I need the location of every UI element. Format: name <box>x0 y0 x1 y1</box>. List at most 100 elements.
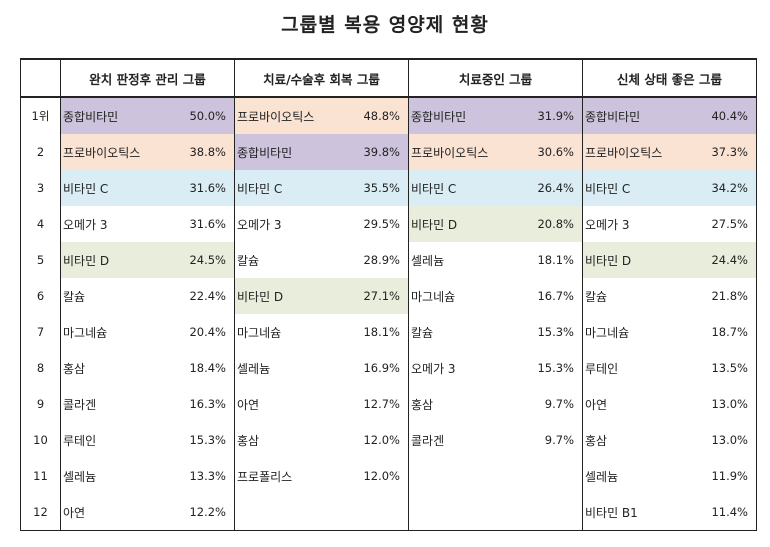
supplement-percent: 48.8% <box>363 109 400 123</box>
rank-cell: 4 <box>20 206 61 242</box>
table-body: 1위 종합비타민 50.0% 프로바이오틱스 48.8% 종합비타민 31.9% 종합비타민 4… <box>20 97 757 531</box>
supplement-percent: 35.5% <box>363 181 400 195</box>
supplement-cell: 비타민 D 27.1% <box>234 278 409 314</box>
table-row: 10 루테인 15.3% 홍삼 12.0% 콜라겐 9.7% 홍삼 13.0% <box>20 422 757 458</box>
supplement-cell: 비타민 B1 11.4% <box>582 494 757 531</box>
supplement-percent: 31.6% <box>189 217 226 231</box>
supplement-name: 칼슘 <box>63 289 86 304</box>
group-header: 치료/수술후 회복 그룹 <box>234 58 409 98</box>
table-row: 8 홍삼 18.4% 셀레늄 16.9% 오메가 3 15.3% 루테인 13.5% <box>20 350 757 386</box>
supplement-cell: 비타민 C 31.6% <box>60 170 235 206</box>
supplement-percent: 24.4% <box>711 253 748 267</box>
supplement-percent: 34.2% <box>711 181 748 195</box>
supplement-name: 셀레늄 <box>63 469 97 484</box>
rank-cell: 9 <box>20 386 61 422</box>
supplement-name: 비타민 B1 <box>585 505 638 520</box>
rank-header <box>20 58 61 98</box>
supplement-name: 홍삼 <box>585 433 608 448</box>
table-row: 7 마그네슘 20.4% 마그네슘 18.1% 칼슘 15.3% 마그네슘 18.7% <box>20 314 757 350</box>
supplement-name: 종합비타민 <box>585 109 641 124</box>
supplement-name: 종합비타민 <box>411 109 467 124</box>
supplement-cell: 콜라겐 16.3% <box>60 386 235 422</box>
group-header: 신체 상태 좋은 그룹 <box>582 58 757 98</box>
table-row: 1위 종합비타민 50.0% 프로바이오틱스 48.8% 종합비타민 31.9% 종합비타민 4… <box>20 97 757 134</box>
supplement-cell: 셀레늄 13.3% <box>60 458 235 494</box>
supplement-percent: 13.0% <box>711 433 748 447</box>
supplement-cell: 종합비타민 50.0% <box>60 97 235 134</box>
supplement-cell: 종합비타민 31.9% <box>408 97 583 134</box>
supplement-percent: 31.6% <box>189 181 226 195</box>
supplement-name: 프로바이오틱스 <box>237 109 315 124</box>
supplement-percent: 27.1% <box>363 289 400 303</box>
supplement-percent: 30.6% <box>537 145 574 159</box>
supplement-name: 종합비타민 <box>63 109 119 124</box>
supplement-name: 콜라겐 <box>411 433 445 448</box>
supplement-percent: 13.5% <box>711 361 748 375</box>
supplement-name: 셀레늄 <box>411 253 445 268</box>
supplement-name: 프로바이오틱스 <box>411 145 489 160</box>
supplement-cell: 칼슘 21.8% <box>582 278 757 314</box>
table-row: 11 셀레늄 13.3% 프로폴리스 12.0% 셀레늄 11.9% <box>20 458 757 494</box>
supplement-percent: 37.3% <box>711 145 748 159</box>
supplement-percent: 20.4% <box>189 325 226 339</box>
rank-cell: 8 <box>20 350 61 386</box>
supplement-percent: 16.3% <box>189 397 226 411</box>
supplement-cell: 오메가 3 27.5% <box>582 206 757 242</box>
supplement-percent: 12.2% <box>189 505 226 519</box>
supplement-name: 비타민 D <box>411 217 458 232</box>
supplement-cell: 프로바이오틱스 37.3% <box>582 134 757 170</box>
supplement-percent: 18.7% <box>711 325 748 339</box>
supplement-cell: 비타민 D 24.4% <box>582 242 757 278</box>
supplement-percent: 21.8% <box>711 289 748 303</box>
supplement-name: 오메가 3 <box>411 361 456 376</box>
supplement-percent: 26.4% <box>537 181 574 195</box>
supplement-name: 홍삼 <box>411 397 434 412</box>
supplement-cell: 셀레늄 11.9% <box>582 458 757 494</box>
supplement-cell <box>234 494 409 531</box>
supplement-cell: 루테인 15.3% <box>60 422 235 458</box>
supplement-name: 비타민 C <box>585 181 631 196</box>
supplement-cell: 오메가 3 29.5% <box>234 206 409 242</box>
supplement-name: 마그네슘 <box>63 325 108 340</box>
supplement-percent: 15.3% <box>537 361 574 375</box>
supplement-name: 아연 <box>585 397 608 412</box>
supplement-cell: 칼슘 22.4% <box>60 278 235 314</box>
supplement-cell: 셀레늄 16.9% <box>234 350 409 386</box>
supplement-cell: 셀레늄 18.1% <box>408 242 583 278</box>
supplement-cell: 비타민 C 35.5% <box>234 170 409 206</box>
supplement-percent: 12.7% <box>363 397 400 411</box>
supplement-cell: 홍삼 12.0% <box>234 422 409 458</box>
supplement-name: 콜라겐 <box>63 397 97 412</box>
table-header-row: 완치 판정후 관리 그룹 치료/수술후 회복 그룹 치료중인 그룹 신체 상태 … <box>20 58 757 98</box>
supplement-percent: 12.0% <box>363 433 400 447</box>
table-row: 3 비타민 C 31.6% 비타민 C 35.5% 비타민 C 26.4% 비타민 C 34.2… <box>20 170 757 206</box>
supplement-percent: 28.9% <box>363 253 400 267</box>
supplement-table: 완치 판정후 관리 그룹 치료/수술후 회복 그룹 치료중인 그룹 신체 상태 … <box>20 58 757 531</box>
group-header: 완치 판정후 관리 그룹 <box>60 58 235 98</box>
rank-cell: 7 <box>20 314 61 350</box>
supplement-cell: 오메가 3 31.6% <box>60 206 235 242</box>
supplement-cell: 오메가 3 15.3% <box>408 350 583 386</box>
supplement-name: 홍삼 <box>237 433 260 448</box>
supplement-cell: 아연 12.7% <box>234 386 409 422</box>
rank-cell: 3 <box>20 170 61 206</box>
supplement-cell: 루테인 13.5% <box>582 350 757 386</box>
rank-cell: 6 <box>20 278 61 314</box>
supplement-name: 비타민 C <box>411 181 457 196</box>
supplement-percent: 11.9% <box>711 469 748 483</box>
supplement-percent: 39.8% <box>363 145 400 159</box>
supplement-percent: 18.1% <box>537 253 574 267</box>
supplement-cell: 홍삼 18.4% <box>60 350 235 386</box>
supplement-name: 오메가 3 <box>63 217 108 232</box>
supplement-name: 홍삼 <box>63 361 86 376</box>
supplement-cell: 마그네슘 20.4% <box>60 314 235 350</box>
table-row: 4 오메가 3 31.6% 오메가 3 29.5% 비타민 D 20.8% 오메가 3 27.5… <box>20 206 757 242</box>
supplement-cell: 아연 13.0% <box>582 386 757 422</box>
supplement-cell: 마그네슘 16.7% <box>408 278 583 314</box>
supplement-cell: 마그네슘 18.1% <box>234 314 409 350</box>
supplement-cell: 칼슘 15.3% <box>408 314 583 350</box>
supplement-cell: 콜라겐 9.7% <box>408 422 583 458</box>
supplement-percent: 40.4% <box>711 109 748 123</box>
table-row: 12 아연 12.2% 비타민 B1 11.4% <box>20 494 757 531</box>
supplement-name: 마그네슘 <box>585 325 630 340</box>
